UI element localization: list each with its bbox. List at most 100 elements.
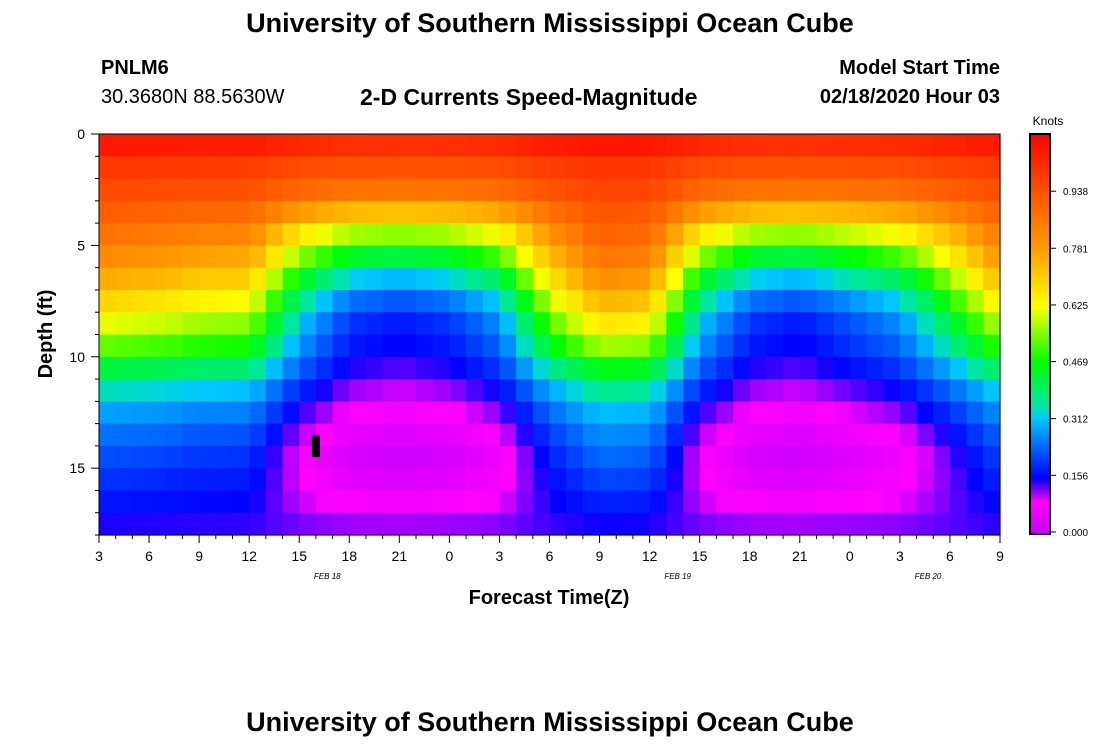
heatmap-cell	[632, 445, 651, 469]
heatmap-cell	[532, 289, 551, 313]
heatmap-cell	[265, 267, 284, 291]
heatmap-cell	[165, 156, 184, 180]
heatmap-cell	[566, 401, 584, 425]
heatmap-cell	[666, 267, 684, 291]
heatmap-cell	[449, 289, 467, 313]
heatmap-cell	[733, 334, 751, 358]
heatmap-cell	[582, 356, 601, 380]
heatmap-cell	[716, 156, 734, 180]
heatmap-cell	[482, 156, 501, 180]
heatmap-cell	[799, 289, 818, 313]
heatmap-cell	[566, 156, 584, 180]
heatmap-cell	[933, 401, 951, 425]
heatmap-cell	[916, 379, 934, 402]
heatmap-cell	[766, 512, 784, 536]
heatmap-cell	[199, 245, 217, 269]
heatmap-cell	[666, 490, 684, 514]
heatmap-cell	[582, 267, 601, 291]
heatmap-cell	[816, 356, 834, 380]
heatmap-cell	[365, 490, 384, 514]
heatmap-cell	[749, 334, 768, 358]
heatmap-cell	[365, 134, 384, 157]
heatmap-cell	[933, 312, 951, 336]
heatmap-cell	[699, 356, 717, 380]
heatmap-cell	[99, 356, 117, 380]
heatmap-cell	[165, 245, 184, 269]
heatmap-cell	[566, 200, 584, 224]
heatmap-cell	[199, 267, 217, 291]
heatmap-cell	[432, 156, 450, 180]
heatmap-cell	[582, 334, 601, 358]
heatmap-cell	[783, 312, 801, 336]
heatmap-cell	[449, 379, 467, 402]
heatmap-cell	[449, 267, 467, 291]
heatmap-cell	[182, 200, 200, 224]
heatmap-cell	[132, 267, 150, 291]
heatmap-cell	[849, 356, 868, 380]
heatmap-cell	[649, 401, 667, 425]
x-tick-label: 12	[241, 548, 257, 564]
heatmap-cell	[783, 445, 801, 469]
heatmap-cell	[699, 245, 717, 269]
heatmap-cell	[149, 200, 167, 224]
heatmap-cell	[282, 156, 300, 180]
heatmap-cell	[299, 379, 317, 402]
heatmap-cell	[199, 490, 217, 514]
heatmap-cell	[866, 423, 884, 447]
heatmap-cell	[466, 289, 484, 313]
heatmap-cell	[749, 267, 768, 291]
heatmap-cell	[599, 245, 617, 269]
heatmap-cell	[866, 468, 884, 492]
heatmap-cell	[866, 401, 884, 425]
heatmap-cell	[649, 289, 667, 313]
heatmap-cell	[265, 423, 284, 447]
heatmap-cell	[933, 512, 951, 536]
heatmap-cell	[866, 245, 884, 269]
heatmap-cell	[966, 468, 984, 492]
heatmap-cell	[349, 156, 367, 180]
heatmap-cell	[566, 267, 584, 291]
heatmap-cell	[566, 356, 584, 380]
heatmap-cell	[666, 245, 684, 269]
heatmap-cell	[382, 312, 400, 336]
heatmap-cell	[549, 312, 567, 336]
heatmap-cell	[199, 178, 217, 202]
heatmap-cell	[616, 356, 634, 380]
colorbar-tick-label: 0.469	[1063, 358, 1088, 369]
heatmap-cell	[749, 178, 768, 202]
heatmap-cell	[666, 334, 684, 358]
heatmap-cell	[115, 156, 133, 180]
heatmap-cell	[682, 312, 701, 336]
heatmap-cell	[449, 223, 467, 246]
heatmap-cell	[282, 334, 300, 358]
heatmap-cell	[699, 334, 717, 358]
heatmap-cell	[632, 312, 651, 336]
heatmap-cell	[616, 312, 634, 336]
heatmap-cell	[382, 289, 400, 313]
heatmap-cell	[315, 289, 334, 313]
heatmap-cell	[799, 512, 818, 536]
heatmap-cell	[983, 156, 1001, 180]
heatmap-cell	[632, 379, 651, 402]
heatmap-cell	[132, 134, 150, 157]
heatmap-cell	[416, 468, 434, 492]
heatmap-cell	[482, 423, 501, 447]
heatmap-cell	[399, 334, 417, 358]
x-date-label: FEB 18	[314, 572, 341, 581]
heatmap-cell	[482, 401, 501, 425]
heatmap-cell	[649, 423, 667, 447]
heatmap-cell	[149, 223, 167, 246]
heatmap-cell	[649, 200, 667, 224]
heatmap-cell	[549, 245, 567, 269]
heatmap-cell	[449, 156, 467, 180]
heatmap-cell	[949, 490, 968, 514]
heatmap-cell	[883, 134, 901, 157]
heatmap-cell	[199, 156, 217, 180]
heatmap-cell	[682, 334, 701, 358]
heatmap-cell	[582, 156, 601, 180]
heatmap-cell	[916, 401, 934, 425]
heatmap-cell	[249, 312, 267, 336]
heatmap-cell	[833, 134, 851, 157]
heatmap-cell	[332, 312, 350, 336]
heatmap-cell	[916, 445, 934, 469]
